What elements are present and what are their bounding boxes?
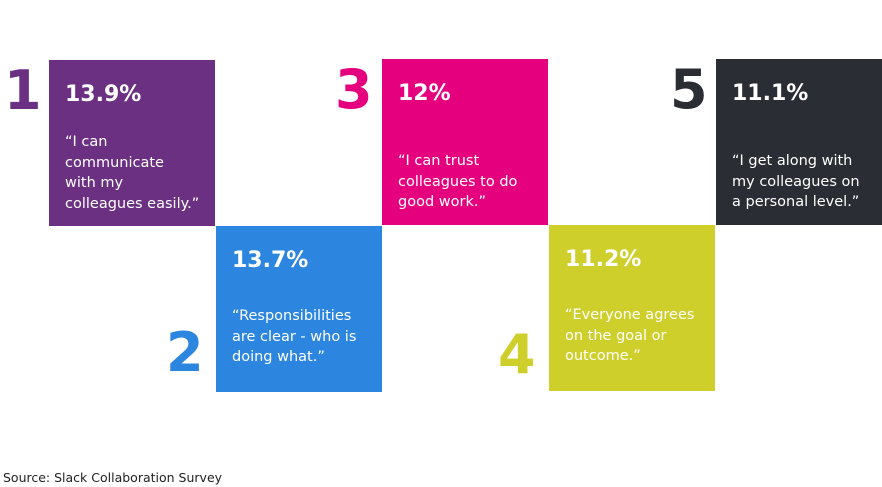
- quote: “I get along with my colleagues on a perso…: [732, 151, 882, 213]
- quote-line: “Everyone agrees: [565, 307, 695, 323]
- rank-number: 2: [166, 321, 204, 384]
- quote-line: outcome.”: [565, 348, 641, 364]
- stat-card: 12% “I can trust colleagues to do good work…: [382, 59, 548, 225]
- percent: 13.7%: [232, 248, 309, 273]
- quote-line: “I can: [65, 134, 108, 150]
- stat-card: 11.1% “I get along with my colleagues on a …: [716, 59, 882, 225]
- quote-line: on the goal or: [565, 327, 667, 344]
- quote-line: colleagues easily.”: [65, 195, 200, 212]
- rank-number: 4: [498, 323, 536, 386]
- quote: “Everyone agrees on the goal or outcome.”: [565, 305, 715, 367]
- source-note: Source: Slack Collaboration Survey: [3, 470, 223, 485]
- stat-card: 13.9% “I can communicate with my colleagues …: [49, 60, 215, 226]
- quote-line: with my: [65, 175, 124, 191]
- quote-line: my colleagues on: [732, 173, 860, 190]
- quote-line: doing what.”: [232, 349, 325, 365]
- quote-line: a personal level.”: [732, 194, 860, 210]
- stat-card: 13.7% “Responsibilities are clear - who is…: [216, 226, 382, 392]
- percent: 11.2%: [565, 247, 642, 272]
- quote: “I can trust colleagues to do good work.”: [398, 151, 548, 213]
- quote-line: “I can trust: [398, 153, 480, 169]
- rank-number: 5: [670, 58, 708, 121]
- quote-line: communicate: [65, 154, 164, 171]
- rank-number: 1: [4, 59, 42, 122]
- quote-line: good work.”: [398, 194, 486, 210]
- quote: “I can communicate with my colleagues easil…: [65, 132, 215, 214]
- quote: “Responsibilities are clear - who is doing…: [232, 306, 382, 368]
- quote-line: “Responsibilities: [232, 308, 352, 324]
- quote-line: are clear - who is: [232, 328, 357, 345]
- percent: 13.9%: [65, 82, 142, 107]
- quote-line: “I get along with: [732, 153, 853, 169]
- stat-card: 11.2% “Everyone agrees on the goal or outco…: [549, 225, 715, 391]
- quote-line: colleagues to do: [398, 173, 518, 190]
- rank-number: 3: [335, 58, 373, 121]
- percent: 12%: [398, 81, 451, 106]
- percent: 11.1%: [732, 81, 809, 106]
